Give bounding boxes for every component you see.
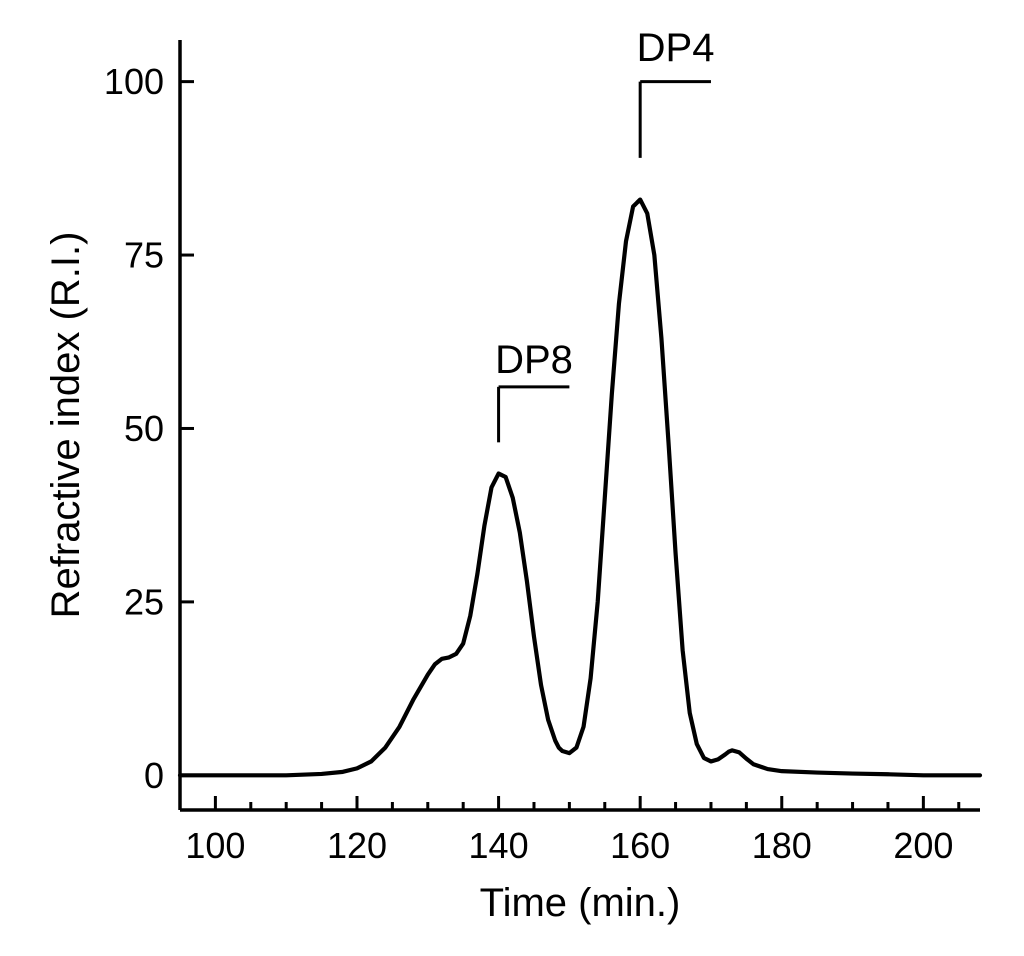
x-tick-label: 140 — [469, 825, 529, 866]
x-tick-label: 160 — [610, 825, 670, 866]
chart-container: 100 120 140 160 180 200 0 25 50 75 100 Time (min.) R… — [0, 0, 1024, 956]
y-axis-title: Refractive index (R.I.) — [44, 232, 88, 619]
x-axis-title: Time (min.) — [480, 881, 681, 925]
y-tick-label: 100 — [104, 61, 164, 102]
y-tick-label: 25 — [124, 581, 164, 622]
chromatogram-chart: 100 120 140 160 180 200 0 25 50 75 100 Time (min.) R… — [0, 0, 1024, 956]
peak-label-dp8: DP8 — [495, 338, 573, 382]
y-tick-label: 0 — [144, 755, 164, 796]
peak-label-dp4: DP4 — [637, 26, 715, 70]
x-tick-label: 100 — [185, 825, 245, 866]
x-tick-label: 180 — [752, 825, 812, 866]
y-tick-label: 50 — [124, 408, 164, 449]
y-tick-label: 75 — [124, 235, 164, 276]
x-tick-label: 120 — [327, 825, 387, 866]
chromatogram-trace — [180, 200, 980, 776]
x-tick-label: 200 — [893, 825, 953, 866]
